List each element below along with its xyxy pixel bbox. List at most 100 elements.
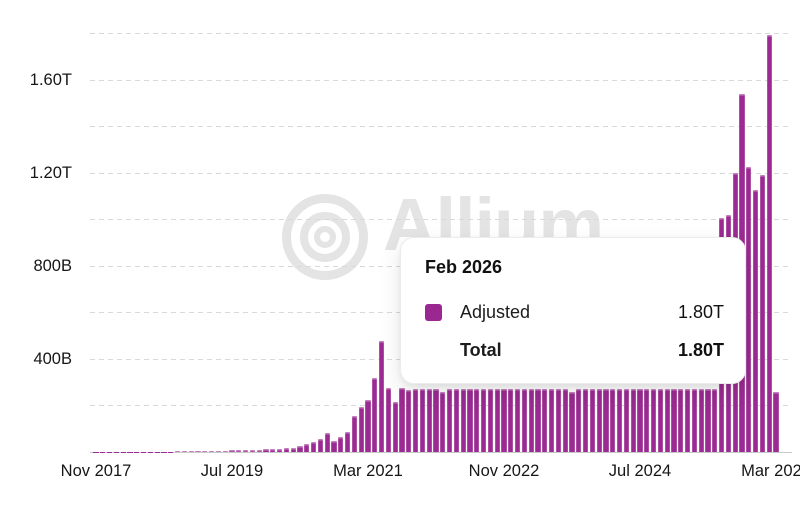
bar[interactable] bbox=[474, 388, 480, 452]
bar[interactable] bbox=[528, 389, 534, 452]
bar[interactable] bbox=[202, 451, 208, 452]
bar[interactable] bbox=[494, 388, 500, 452]
bar[interactable] bbox=[236, 450, 242, 452]
bar[interactable] bbox=[603, 389, 609, 452]
bar[interactable] bbox=[583, 389, 589, 452]
bar[interactable] bbox=[705, 389, 711, 452]
bar[interactable] bbox=[712, 389, 718, 452]
bar[interactable] bbox=[365, 399, 371, 452]
x-axis-tick-label: Mar 2026 bbox=[741, 462, 800, 480]
bar[interactable] bbox=[657, 388, 663, 452]
bar[interactable] bbox=[392, 402, 398, 452]
bar[interactable] bbox=[637, 388, 643, 452]
bar[interactable] bbox=[317, 438, 323, 452]
gridline bbox=[90, 219, 792, 220]
bar[interactable] bbox=[549, 389, 555, 452]
bar[interactable] bbox=[304, 444, 310, 452]
bar[interactable] bbox=[195, 451, 201, 452]
bar[interactable] bbox=[263, 449, 269, 452]
x-axis-tick-label: Nov 2022 bbox=[468, 462, 540, 480]
bar[interactable] bbox=[399, 388, 405, 452]
bar[interactable] bbox=[297, 445, 303, 452]
bar[interactable] bbox=[535, 388, 541, 452]
bar[interactable] bbox=[460, 389, 466, 452]
bar[interactable] bbox=[542, 389, 548, 452]
bar[interactable] bbox=[651, 389, 657, 452]
bar[interactable] bbox=[175, 451, 181, 452]
bar[interactable] bbox=[209, 450, 215, 452]
bar[interactable] bbox=[773, 391, 779, 452]
bar[interactable] bbox=[358, 406, 364, 452]
bar[interactable] bbox=[467, 389, 473, 452]
bar[interactable] bbox=[413, 389, 419, 452]
bar[interactable] bbox=[589, 389, 595, 452]
bar[interactable] bbox=[617, 388, 623, 452]
bar[interactable] bbox=[685, 389, 691, 452]
bar[interactable] bbox=[521, 389, 527, 452]
bar[interactable] bbox=[644, 389, 650, 452]
y-axis-tick-label: 400B bbox=[33, 350, 72, 368]
bar[interactable] bbox=[249, 449, 255, 452]
x-axis-tick-label: Jul 2024 bbox=[608, 462, 672, 480]
bar[interactable] bbox=[270, 448, 276, 452]
bar[interactable] bbox=[331, 441, 337, 452]
bar[interactable] bbox=[243, 450, 249, 452]
bar[interactable] bbox=[766, 34, 772, 452]
tooltip-row-label: Total bbox=[460, 339, 502, 360]
bar[interactable] bbox=[440, 392, 446, 452]
bar[interactable] bbox=[229, 450, 235, 452]
bar[interactable] bbox=[623, 389, 629, 452]
tooltip-row-value: 1.80T bbox=[677, 339, 724, 360]
bar[interactable] bbox=[630, 389, 636, 452]
bar[interactable] bbox=[508, 389, 514, 452]
bar[interactable] bbox=[426, 388, 432, 452]
gridline bbox=[90, 79, 792, 81]
tooltip-rows: Adjusted 1.80T Total 1.80T bbox=[425, 301, 724, 361]
bar[interactable] bbox=[691, 389, 697, 452]
bar[interactable] bbox=[290, 448, 296, 452]
bar[interactable] bbox=[215, 450, 221, 452]
bar[interactable] bbox=[610, 389, 616, 452]
bar[interactable] bbox=[678, 388, 684, 452]
bar[interactable] bbox=[372, 378, 378, 452]
bar[interactable] bbox=[671, 389, 677, 452]
bar[interactable] bbox=[351, 416, 357, 452]
bar[interactable] bbox=[453, 388, 459, 452]
bar[interactable] bbox=[256, 449, 262, 452]
bar[interactable] bbox=[555, 388, 561, 452]
bar[interactable] bbox=[433, 389, 439, 452]
bar[interactable] bbox=[487, 389, 493, 452]
bar[interactable] bbox=[569, 392, 575, 452]
bar[interactable] bbox=[515, 388, 521, 452]
bar[interactable] bbox=[406, 389, 412, 452]
bar[interactable] bbox=[181, 451, 187, 452]
y-axis-tick-label: 1.20T bbox=[29, 164, 72, 182]
y-axis-tick-label: 1.60T bbox=[29, 71, 72, 89]
bar[interactable] bbox=[746, 167, 752, 452]
bar[interactable] bbox=[311, 441, 317, 452]
x-axis-tick-label: Nov 2017 bbox=[60, 462, 132, 480]
bar[interactable] bbox=[324, 432, 330, 452]
bar[interactable] bbox=[222, 450, 228, 452]
bar[interactable] bbox=[283, 447, 289, 452]
y-axis-tick-label: 800B bbox=[33, 257, 72, 275]
bar[interactable] bbox=[277, 448, 283, 452]
bar[interactable] bbox=[664, 389, 670, 452]
x-axis-tick-label: Mar 2021 bbox=[333, 462, 403, 480]
bar[interactable] bbox=[759, 175, 765, 452]
bar[interactable] bbox=[419, 389, 425, 452]
bar[interactable] bbox=[698, 388, 704, 452]
bar[interactable] bbox=[501, 389, 507, 452]
tooltip-row-label: Adjusted bbox=[460, 301, 531, 322]
bar[interactable] bbox=[338, 436, 344, 452]
bar[interactable] bbox=[379, 340, 385, 452]
bar[interactable] bbox=[562, 389, 568, 452]
bar[interactable] bbox=[596, 388, 602, 452]
bar[interactable] bbox=[447, 389, 453, 452]
bar[interactable] bbox=[481, 389, 487, 452]
bar[interactable] bbox=[345, 432, 351, 452]
bar[interactable] bbox=[188, 451, 194, 452]
bar[interactable] bbox=[385, 388, 391, 452]
bar[interactable] bbox=[576, 388, 582, 452]
bar[interactable] bbox=[753, 190, 759, 452]
